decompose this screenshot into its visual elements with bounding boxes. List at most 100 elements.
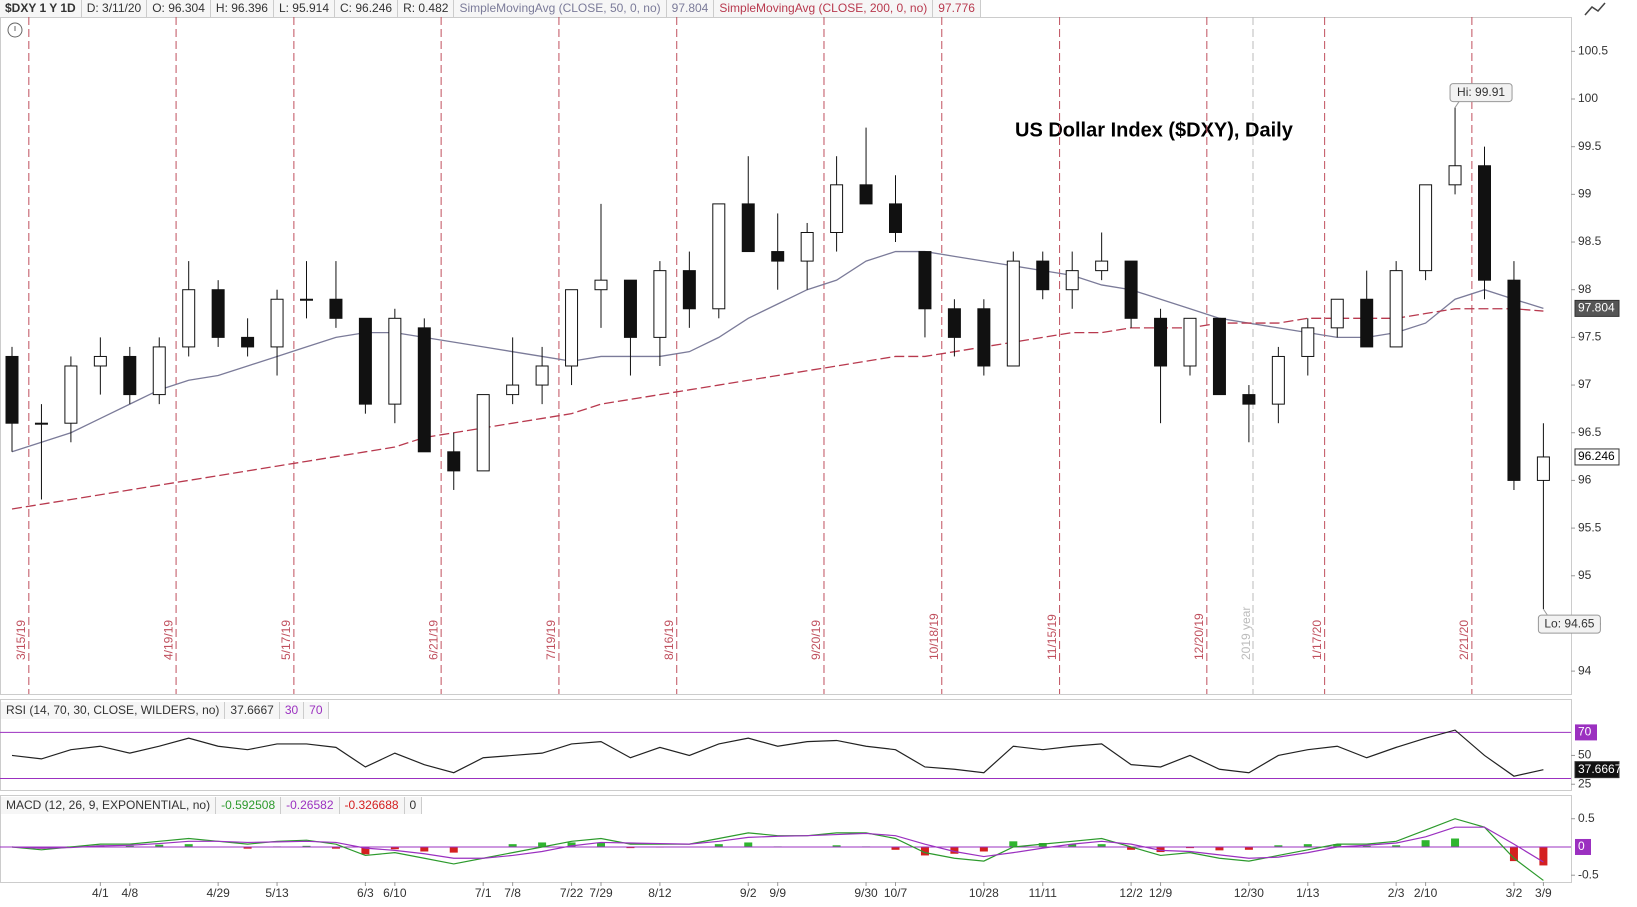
event-label: 10/18/19: [927, 613, 941, 660]
rsi-title: RSI (14, 70, 30, CLOSE, WILDERS, no): [1, 702, 226, 719]
candle-body: [1271, 355, 1285, 405]
event-label: 3/15/19: [14, 620, 28, 660]
rsi-value: 37.6667: [1578, 762, 1622, 776]
macd-histogram-bar: [567, 842, 576, 847]
macd-histogram-bar: [361, 846, 370, 855]
candle-body: [594, 279, 608, 291]
x-tick-label: 3/9: [1535, 886, 1552, 900]
macd-histogram-bar: [920, 846, 929, 856]
candle-body: [300, 298, 313, 301]
candle-body: [506, 384, 520, 396]
annotation-label: Hi: 99.91: [1457, 85, 1505, 99]
x-tick-label: 7/29: [589, 886, 613, 900]
candle-body: [1360, 298, 1374, 348]
event-label: 5/17/19: [279, 620, 293, 660]
candle-body: [830, 184, 844, 233]
rsi-lower: 30: [279, 702, 305, 719]
candle-body: [152, 346, 166, 396]
readout: L: 95.914: [273, 0, 336, 17]
candle-body: [977, 308, 991, 367]
annotation-label: Lo: 94.65: [1544, 616, 1594, 630]
legend-value: 97.804: [666, 0, 715, 17]
macd-histogram-bar: [1009, 841, 1018, 847]
candle-body: [1183, 317, 1197, 367]
candle-body: [93, 355, 107, 367]
y-tick-label: 95: [1578, 568, 1592, 582]
macd-histogram-bar: [1215, 846, 1224, 851]
candle-body: [1389, 270, 1403, 348]
style-icon[interactable]: [1584, 2, 1606, 16]
y-tick-label: 50: [1578, 748, 1592, 762]
candle-body: [1124, 260, 1138, 319]
x-tick-label: 12/30: [1234, 886, 1264, 900]
macd-histogram-bar: [1038, 843, 1047, 847]
macd-histogram-bar: [1303, 844, 1312, 847]
x-tick-label: 12/9: [1149, 886, 1173, 900]
macd-header: MACD (12, 26, 9, EXPONENTIAL, no) -0.592…: [1, 797, 423, 814]
candle-body: [771, 251, 785, 262]
macd-histogram-bar: [1509, 846, 1518, 862]
x-tick-label: 3/2: [1506, 886, 1523, 900]
macd-histogram-bar: [979, 846, 988, 852]
macd-histogram-bar: [1333, 844, 1342, 847]
macd-line: [11, 826, 1544, 863]
x-tick-label: 7/1: [475, 886, 492, 900]
x-tick-label: 9/2: [740, 886, 757, 900]
chart-title: US Dollar Index ($DXY), Daily: [1015, 119, 1294, 141]
macd-title: MACD (12, 26, 9, EXPONENTIAL, no): [1, 797, 217, 814]
candle-body: [241, 336, 255, 348]
info-icon[interactable]: [7, 22, 23, 38]
y-tick-label: 99: [1578, 187, 1592, 201]
macd-histogram-bar: [1068, 844, 1077, 847]
macd-histogram-bar: [1451, 838, 1460, 847]
candle-body: [329, 298, 343, 319]
sma-value-box: [1574, 299, 1620, 317]
x-tick-label: 7/8: [504, 886, 521, 900]
event-label: 2/21/20: [1457, 620, 1471, 660]
rsi-value: 37.6667: [225, 702, 280, 719]
candle-body: [64, 365, 78, 424]
y-tick-label: 94: [1578, 663, 1592, 677]
event-label: 11/15/19: [1045, 614, 1059, 660]
candle-body: [476, 394, 490, 472]
event-label: 8/16/19: [662, 620, 676, 660]
legend-value: 97.776: [933, 0, 981, 17]
macd-histogram-bar: [1392, 845, 1401, 847]
candle-body: [1478, 165, 1491, 281]
y-tick-label: 98: [1578, 282, 1592, 296]
rsi-header: RSI (14, 70, 30, CLOSE, WILDERS, no) 37.…: [1, 702, 329, 719]
readout: H: 96.396: [210, 0, 274, 17]
macd-histogram-bar: [597, 843, 605, 847]
y-tick-label: 98.5: [1578, 234, 1602, 248]
candle-body: [535, 365, 549, 386]
legend-entry: SimpleMovingAvg (CLOSE, 50, 0, no): [454, 0, 667, 17]
symbol: $DXY 1 Y 1D: [0, 0, 82, 17]
macd-histogram-bar: [449, 846, 458, 853]
macd-histogram-bar: [891, 846, 900, 850]
x-tick-label: 4/8: [121, 886, 138, 900]
candle-body: [918, 251, 932, 310]
candle-body: [1419, 184, 1433, 272]
y-tick-label: -0.5: [1578, 867, 1599, 881]
macd-histogram-bar: [1362, 845, 1371, 847]
candle-body: [123, 355, 137, 396]
x-tick-label: 11/11: [1029, 886, 1058, 900]
x-tick-label: 9/30: [854, 886, 878, 900]
candle-body: [682, 270, 696, 310]
x-tick-label: 4/29: [206, 886, 230, 900]
x-tick-label: 4/1: [92, 886, 109, 900]
moving-average: [11, 308, 1544, 510]
candle-body: [388, 317, 402, 405]
macd-histogram-bar: [243, 846, 252, 849]
candle-body: [1095, 260, 1109, 272]
annotation-box: [1449, 83, 1513, 103]
moving-average: [11, 250, 1544, 453]
macd-histogram-bar: [714, 844, 723, 847]
macd-histogram-bar: [1421, 840, 1430, 847]
readout: R: 0.482: [398, 0, 455, 17]
x-tick-label: 1/13: [1296, 886, 1320, 900]
candle-body: [1036, 260, 1050, 291]
macd-histogram-bar: [125, 845, 134, 847]
